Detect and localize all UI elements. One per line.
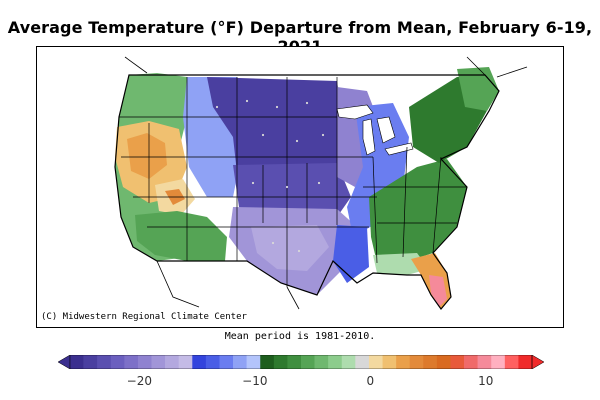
lake-erie <box>384 142 414 156</box>
legend-swatch <box>124 355 139 369</box>
us-outline <box>114 74 500 310</box>
legend-arrow-low <box>58 355 71 369</box>
legend-swatch <box>137 355 152 369</box>
legend-tick-label: −10 <box>242 374 268 388</box>
legend-swatch <box>396 355 411 369</box>
legend-tick-label: 10 <box>478 374 494 388</box>
mean-period-note: Mean period is 1981-2010. <box>224 331 376 342</box>
legend-swatch <box>273 355 288 369</box>
color-legend <box>58 355 544 369</box>
legend-swatch <box>178 355 193 369</box>
region-northern-plains <box>207 77 343 177</box>
state-borders <box>119 74 485 287</box>
lake-michigan <box>362 118 376 156</box>
legend-swatch <box>491 355 506 369</box>
lake-superior <box>336 104 374 120</box>
map-panel: (C) Midwestern Regional Climate Center <box>36 46 564 328</box>
region-lower-mississippi <box>333 225 369 283</box>
legend-swatch <box>233 355 247 369</box>
legend-swatch <box>97 355 112 369</box>
legend-swatch <box>464 355 478 369</box>
region-southwest <box>135 211 227 261</box>
neighbor-borders <box>124 56 528 310</box>
legend-swatch <box>504 355 519 369</box>
legend-swatch <box>151 355 166 369</box>
legend-swatch <box>110 355 125 369</box>
legend-tick-label: 0 <box>366 374 375 388</box>
legend-swatch <box>328 355 343 369</box>
legend-swatch <box>192 355 207 369</box>
legend-swatch <box>368 355 383 369</box>
legend-swatch <box>436 355 451 369</box>
legend-swatch <box>341 355 356 369</box>
legend-swatch <box>409 355 424 369</box>
region-florida-peninsula <box>429 275 447 307</box>
region-southeast <box>369 159 467 263</box>
legend-swatch <box>450 355 465 369</box>
region-texas-core <box>251 225 329 271</box>
legend-frame <box>69 355 533 369</box>
legend-swatch <box>165 355 180 369</box>
legend-swatch <box>246 355 261 369</box>
legend-tick-label: −20 <box>126 374 152 388</box>
legend-swatch <box>260 355 275 369</box>
legend-swatch <box>287 355 302 369</box>
legend-swatch <box>83 355 98 369</box>
lake-huron <box>376 116 396 144</box>
legend-swatch <box>355 355 370 369</box>
legend-swatch <box>301 355 315 369</box>
legend-swatch <box>219 355 234 369</box>
legend-swatch <box>518 355 533 369</box>
credit-text: (C) Midwestern Regional Climate Center <box>41 312 247 322</box>
legend-swatch <box>382 355 397 369</box>
region-great-basin-core <box>127 133 167 179</box>
legend-swatch <box>423 355 438 369</box>
legend-ticks: −20 −10 0 10 <box>0 374 600 390</box>
legend-bar <box>58 355 544 369</box>
station-dots <box>215 99 325 253</box>
region-new-england <box>457 67 499 111</box>
legend-swatch <box>205 355 220 369</box>
us-temperature-map <box>114 56 528 310</box>
legend-swatch <box>477 355 492 369</box>
legend-swatch <box>70 355 84 369</box>
legend-swatch <box>314 355 329 369</box>
legend-arrow-high <box>531 355 544 369</box>
